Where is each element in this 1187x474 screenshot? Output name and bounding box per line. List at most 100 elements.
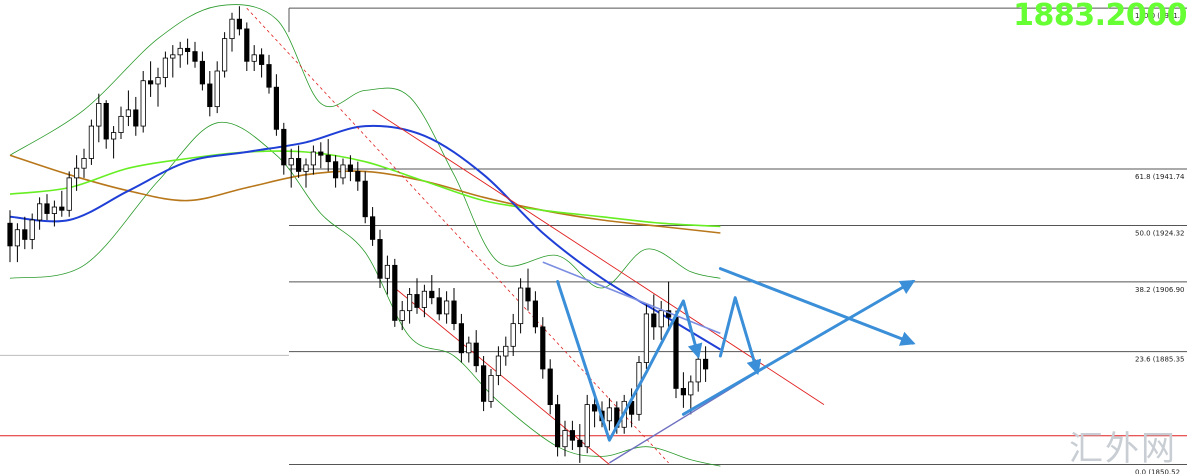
trend-channel [246, 7, 825, 465]
candle-body [458, 323, 465, 354]
candle-body [540, 326, 546, 370]
candle-body [59, 206, 65, 211]
candle-30 [229, 12, 235, 52]
candle-36 [273, 74, 280, 136]
channel-upper-line [372, 109, 825, 405]
candle-body [518, 287, 524, 325]
candle-body [221, 38, 228, 72]
candle-44 [332, 155, 339, 188]
candle-49 [369, 207, 376, 246]
candle-24 [184, 38, 191, 65]
candle-92 [688, 375, 694, 415]
candle-body [547, 368, 553, 406]
candle-46 [347, 155, 354, 182]
candle-5 [44, 194, 50, 220]
candle-67 [503, 336, 509, 366]
candle-body [184, 47, 191, 52]
candle-body [199, 60, 205, 85]
candle-body [592, 404, 598, 412]
candle-body [406, 294, 413, 312]
moving-averages [9, 124, 721, 351]
candle-body [147, 80, 154, 85]
candle-15 [118, 106, 124, 140]
candle-63 [473, 330, 479, 373]
candle-body [103, 103, 109, 140]
candle-body [81, 158, 87, 169]
candle-38 [288, 148, 294, 188]
candle-body [140, 80, 146, 127]
candle-body [355, 171, 361, 182]
candle-body [392, 264, 398, 321]
candle-body [466, 342, 472, 354]
candle-14 [111, 126, 117, 159]
candle-47 [355, 161, 361, 191]
candle-68 [510, 313, 516, 357]
candle-53 [399, 300, 405, 331]
fib-label-2: 50.0 (1924.32 [1135, 229, 1185, 237]
candle-66 [495, 346, 502, 386]
candle-body [532, 300, 539, 328]
candle-31 [236, 6, 242, 36]
candle-body [281, 128, 287, 166]
candle-23 [177, 41, 183, 68]
candle-body [362, 180, 368, 218]
candle-body [525, 287, 531, 302]
fib-label-5: 0.0 (1850.52 [1135, 468, 1180, 474]
candle-2 [22, 216, 28, 250]
candle-50 [377, 229, 383, 289]
candle-body [125, 109, 131, 117]
candle-41 [310, 145, 317, 175]
candle-19 [147, 61, 154, 97]
candle-13 [103, 100, 109, 149]
candle-81 [606, 398, 613, 431]
channel-lower-line [394, 287, 610, 465]
candle-77 [577, 424, 583, 463]
candle-57 [429, 275, 435, 305]
candle-64 [480, 356, 487, 412]
candle-43 [325, 139, 331, 172]
candle-body [495, 355, 502, 376]
candle-16 [125, 90, 131, 127]
watermark-logo: 汇外网 [1069, 429, 1177, 469]
candle-body [273, 86, 280, 130]
candle-4 [37, 197, 43, 230]
candle-body [236, 18, 242, 30]
candle-71 [532, 291, 539, 334]
candle-11 [88, 119, 94, 165]
candle-body [414, 294, 420, 308]
candle-91 [680, 372, 687, 408]
fib-label-3: 38.2 (1906.90 [1135, 286, 1185, 294]
candle-body [251, 54, 257, 62]
candle-body [695, 358, 701, 383]
candle-52 [392, 258, 398, 327]
candle-body [22, 229, 28, 240]
candle-body [74, 167, 80, 179]
candle-body [643, 313, 650, 363]
candle-40 [303, 158, 309, 188]
candle-78 [584, 394, 590, 454]
candle-17 [133, 96, 139, 136]
candle-90 [673, 310, 679, 399]
candle-body [192, 51, 198, 62]
candle-body [503, 345, 509, 357]
candle-body [347, 164, 354, 172]
candle-body [577, 439, 583, 448]
candle-body [658, 310, 664, 328]
candle-body [703, 358, 709, 370]
fib-label-0: 100.0 (1991.4 [1135, 12, 1185, 20]
candle-69 [518, 278, 524, 334]
candle-32 [244, 22, 250, 72]
candle-body [569, 430, 576, 441]
candle-body [688, 381, 694, 396]
candle-body [258, 54, 265, 65]
candle-87 [651, 294, 657, 340]
candle-body [562, 430, 568, 448]
candle-94 [703, 346, 709, 382]
candle-body [118, 115, 124, 133]
candle-93 [695, 352, 701, 392]
candle-body [214, 70, 220, 108]
candle-body [295, 158, 302, 172]
candle-body [443, 300, 450, 315]
candle-86 [643, 304, 650, 369]
